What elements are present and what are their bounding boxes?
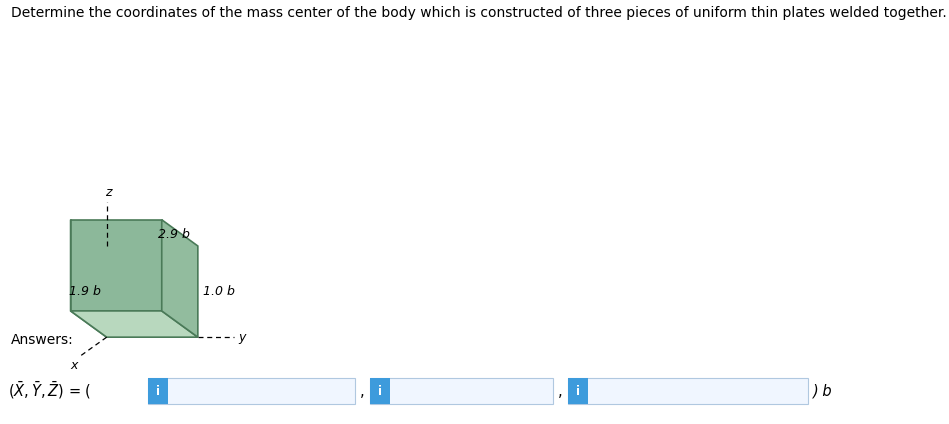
Text: z: z	[105, 186, 112, 198]
Polygon shape	[70, 220, 106, 337]
FancyBboxPatch shape	[568, 378, 808, 404]
FancyBboxPatch shape	[370, 378, 553, 404]
Polygon shape	[70, 311, 197, 337]
FancyBboxPatch shape	[370, 378, 390, 404]
Text: 1.0 b: 1.0 b	[203, 285, 235, 298]
Text: x: x	[70, 359, 78, 372]
Text: 2.9 b: 2.9 b	[158, 228, 190, 240]
Text: Answers:: Answers:	[11, 333, 74, 347]
Text: Determine the coordinates of the mass center of the body which is constructed of: Determine the coordinates of the mass ce…	[11, 6, 947, 20]
Text: i: i	[378, 385, 382, 398]
Text: $(\bar{X}, \bar{Y}, \bar{Z})$ = (: $(\bar{X}, \bar{Y}, \bar{Z})$ = (	[8, 380, 91, 401]
FancyBboxPatch shape	[148, 378, 355, 404]
Text: ) b: ) b	[813, 384, 832, 399]
FancyBboxPatch shape	[568, 378, 588, 404]
Text: y: y	[238, 331, 246, 344]
Text: 1.9 b: 1.9 b	[69, 285, 102, 298]
FancyBboxPatch shape	[148, 378, 168, 404]
Text: ,: ,	[558, 384, 563, 399]
Text: ,: ,	[360, 384, 364, 399]
Text: i: i	[156, 385, 160, 398]
Text: i: i	[576, 385, 580, 398]
Polygon shape	[161, 220, 197, 337]
Polygon shape	[70, 220, 161, 311]
